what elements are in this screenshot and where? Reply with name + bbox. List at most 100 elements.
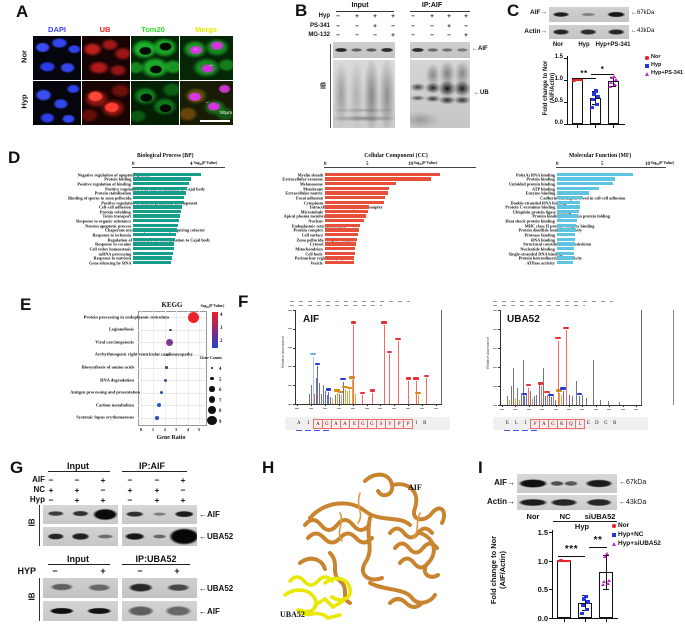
go-bar-label-text: Cytoplasm [303,200,323,206]
ms-peak-label [325,388,332,391]
peptide-letter-text: I [307,420,309,426]
peptide-letter: R [611,419,619,427]
data-point [608,85,613,88]
y-axis-tick-label-mark [493,366,497,368]
ms-peak [516,387,518,405]
go-bar [325,181,397,186]
go-bar [557,214,578,218]
peptide-letter-text: A [334,421,338,427]
ms-peak [526,394,528,405]
legend-label: Nor [651,54,661,60]
peptide-letter-text: G [325,421,329,427]
go-bar-label-text: Protein folding [103,176,131,182]
kegg-gridline-h [138,417,205,419]
bar-chart-aif-actin: 1.5 1.0 0.5 0.0 ** * Nor Hyp Hyp+PS-341 [455,0,685,148]
x-axis-tick-label-mark [434,407,438,409]
x-axis-tick-label-text: 2 [163,426,166,432]
ms-peak [344,389,346,404]
ms-peak [351,379,353,404]
go-bar-label: Cell-cell adhesion [5,203,131,210]
group-header-ip-uba52: IP:UBA52 [135,554,177,564]
go-bar-label-text: Negative regulation of apoptotic process [77,172,151,178]
ms-peak [538,384,540,405]
legend-marker [612,533,616,537]
kegg-dot [159,391,163,395]
peptide-letter-text: E [352,421,356,427]
ms-peak [417,395,419,404]
go-bar [557,209,579,214]
ms-peak [513,368,515,405]
x-axis-tick [422,404,423,406]
go-bar [557,247,575,251]
peptide-letter-text: K [560,421,564,427]
go-bar-label-text: Nucleus [308,218,323,224]
kegg-category-label: Viral carcinogenesis [8,338,134,346]
y-axis-tick [549,560,552,562]
panel-a: A DAPI UB Tom20 Merge Nor Hyp → → → 50μm [0,0,240,148]
go-bar [325,219,365,223]
kegg-dot [165,338,173,346]
go-bar-label-text: Response to cocaine [94,241,131,247]
data-point [596,95,600,99]
x-axis-tick [622,405,624,407]
legend-label: Nor [618,522,630,529]
y-axis-line [500,310,501,405]
panel-f-label: F [238,292,249,311]
band-arrow-aif: ←AIF [199,510,220,519]
condition-sign: − [430,32,434,39]
legend-marker [645,72,649,76]
peptide-letter-text: A [542,421,546,427]
condition-sign: − [137,566,143,576]
go-bar-label: Single-stranded DNA binding [455,250,563,257]
go-bar [133,256,173,260]
go-bar-label-text: Mitochondrion [295,246,323,252]
ms-peak-label [359,391,366,395]
go-bar-label-text: Protein heterodimerization activity [518,255,583,261]
ms-peak-label [338,390,344,394]
go-bar-label-text: Protein stabilization [94,190,131,196]
condition-sign: − [52,566,58,576]
kegg-gridline-h [138,317,205,318]
peptide-letter-text: E [586,420,590,426]
gene-count-label-text: 9 [219,418,222,424]
condition-sign: − [48,495,54,505]
y-axis-tick [564,102,567,103]
panel-e-label: E [20,295,32,314]
panel-b: B Input IP:AIF Hyp − + + + − + + + PS-341− − + − − − + −… [240,0,490,148]
kegg-gridline-h [138,380,205,381]
x-axis-tick-label-mark [350,407,355,409]
ms-peak [328,391,330,404]
data-point [603,554,608,558]
row-label-nor: Nor [19,50,29,63]
go-bar-label-text: Perinuclear region of cytoplasm [294,255,353,261]
y-axis-title-text: Relative Abundance [280,335,286,368]
kegg-dot [163,378,167,382]
ms-peak [599,399,601,405]
scale-bar-label: 50μm [198,102,232,120]
condition-label: PS-341 [309,22,330,29]
go-bar [325,191,388,195]
peptide-ion-mark [323,429,329,431]
go-bar [133,172,202,176]
go-bar [557,195,584,200]
data-point [614,78,619,82]
x-axis-tick [609,405,610,407]
condition-sign: + [180,495,186,505]
go-bar-label: Toxin transport [5,212,131,219]
x-axis-tick [324,404,326,406]
y-axis-tick-label-mark [288,403,292,405]
y-axis-tick-label-mark [493,404,497,406]
group-header-input: Input [351,2,369,9]
go-bar [133,195,185,200]
ms-peak-label [413,377,419,380]
ms-peak [593,359,595,405]
kegg-plot-area [138,311,207,426]
x-axis-tick [542,405,543,407]
group-header-ip-aif: IP:AIF [139,461,165,471]
data-point [572,78,576,82]
x-axis-tick [582,405,584,407]
x-axis-tick-label-mark [620,408,625,410]
ms-peak [372,392,374,404]
blot-ip-aif-2 [122,601,197,621]
group-header-input-bottom: Input [67,554,89,564]
